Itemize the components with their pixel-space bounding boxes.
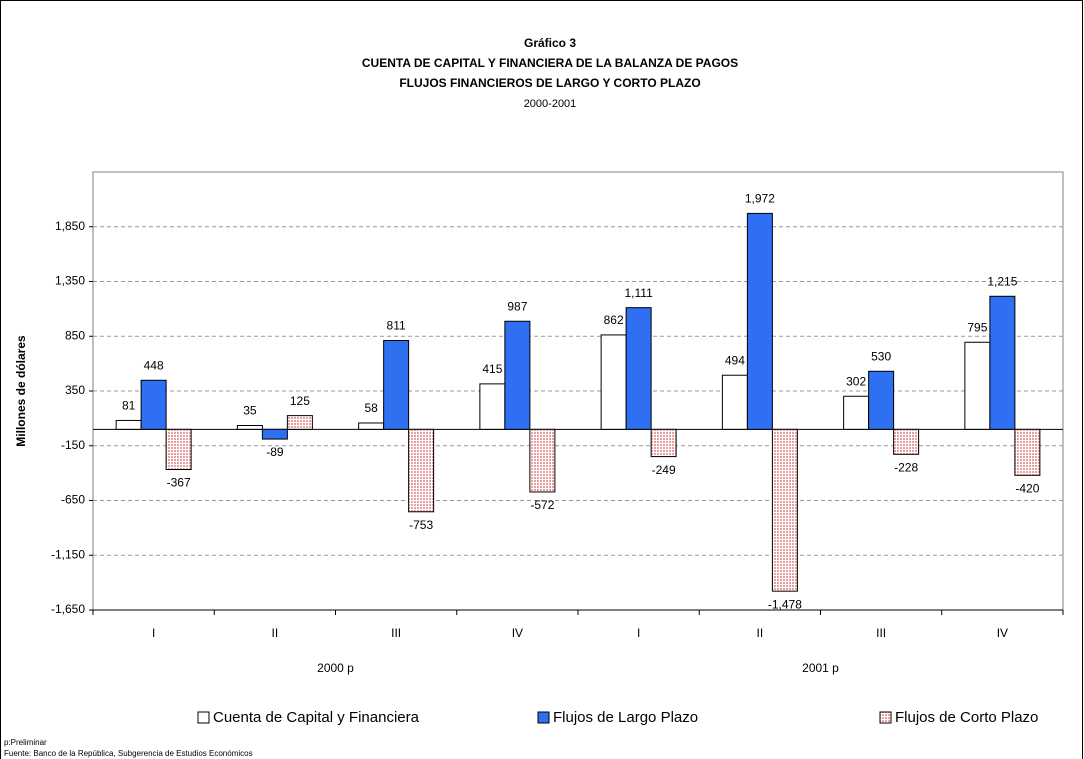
data-label: 1,215: [987, 274, 1017, 288]
y-tick-label: 1,350: [55, 274, 85, 288]
data-label: 302: [846, 374, 866, 388]
data-label: -572: [530, 498, 554, 512]
bar: [721, 374, 748, 430]
legend-swatch: [197, 711, 210, 724]
subtitle: CUENTA DE CAPITAL Y FINANCIERA DE LA BAL…: [362, 56, 738, 70]
bar: [408, 428, 435, 513]
bar: [625, 307, 652, 430]
data-label: 35: [243, 404, 257, 418]
y-tick-label: -650: [61, 493, 85, 507]
x-tick-label: III: [391, 626, 401, 640]
bar: [843, 395, 870, 430]
bar: [383, 340, 410, 430]
category-group-label: 2000 p: [317, 661, 354, 675]
subtitle: FLUJOS FINANCIEROS DE LARGO Y CORTO PLAZ…: [399, 76, 700, 90]
data-label: -367: [167, 476, 191, 490]
bar: [893, 428, 920, 455]
bar: [165, 428, 192, 471]
y-tick-label: -1,150: [51, 547, 85, 561]
x-tick-label: I: [637, 626, 640, 640]
note: p:Preliminar: [4, 738, 47, 747]
period: 2000-2001: [524, 98, 577, 110]
chart-title: Gráfico 3: [524, 36, 576, 50]
bar: [479, 383, 506, 430]
bar: [236, 424, 263, 430]
bar: [286, 415, 313, 430]
bar: [600, 334, 627, 430]
bar: [771, 428, 798, 592]
bar: [989, 295, 1016, 430]
bar: [358, 422, 385, 430]
bar: [868, 370, 895, 430]
bar: [1014, 428, 1041, 476]
x-tick-label: II: [272, 626, 279, 640]
data-label: -89: [266, 445, 284, 459]
data-label: -753: [409, 518, 433, 532]
data-label: 125: [290, 394, 310, 408]
x-tick-label: III: [876, 626, 886, 640]
data-label: -1,478: [768, 597, 802, 611]
bar: [115, 419, 142, 430]
data-label: 530: [871, 349, 891, 363]
x-tick-label: IV: [512, 626, 523, 640]
data-label: -228: [894, 460, 918, 474]
data-label: 1,972: [745, 192, 775, 206]
y-tick-label: 1,850: [55, 219, 85, 233]
bar: [650, 428, 677, 458]
data-label: -420: [1015, 481, 1039, 495]
data-label: 415: [482, 362, 502, 376]
data-label: 58: [364, 401, 378, 415]
y-tick-label: 350: [65, 383, 85, 397]
data-label: 448: [144, 358, 164, 372]
note: Fuente: Banco de la República, Subgerenc…: [4, 749, 253, 758]
data-label: 81: [122, 399, 136, 413]
data-label: 494: [725, 353, 745, 367]
data-label: 862: [604, 313, 624, 327]
legend-label: Flujos de Largo Plazo: [553, 709, 698, 726]
data-label: 811: [387, 319, 406, 333]
x-tick-label: IV: [997, 626, 1008, 640]
data-label: 795: [967, 320, 987, 334]
bar: [746, 212, 773, 430]
bar: [504, 320, 531, 430]
legend-label: Flujos de Corto Plazo: [895, 709, 1038, 726]
legend-label: Cuenta de Capital y Financiera: [213, 709, 420, 726]
y-tick-label: -1,650: [51, 602, 85, 616]
data-label: 987: [507, 299, 527, 313]
category-group-label: 2001 p: [802, 661, 839, 675]
legend-swatch: [537, 711, 550, 724]
y-axis-label: Millones de dólares: [14, 335, 28, 447]
x-tick-label: II: [757, 626, 764, 640]
legend-swatch: [879, 711, 892, 724]
y-tick-label: -150: [61, 438, 85, 452]
data-label: -249: [652, 463, 676, 477]
x-tick-label: I: [152, 626, 155, 640]
y-tick-label: 850: [65, 328, 85, 342]
bar: [261, 428, 288, 440]
bar: [964, 341, 991, 430]
bar: [140, 379, 167, 430]
data-label: 1,111: [625, 286, 654, 300]
bar: [529, 428, 556, 493]
